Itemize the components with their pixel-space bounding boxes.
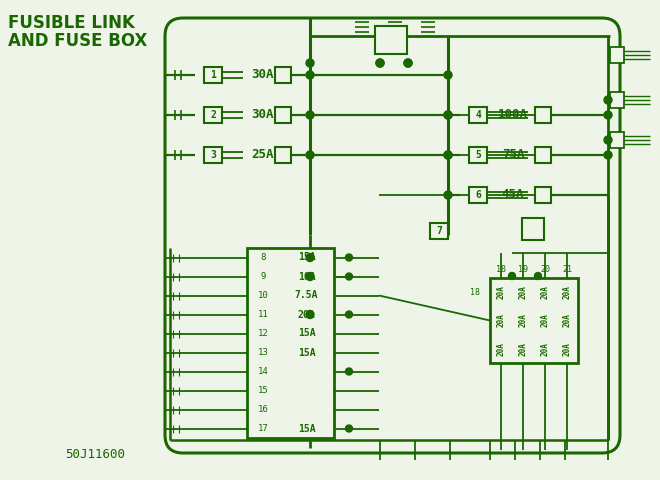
Text: 50J11600: 50J11600 bbox=[65, 448, 125, 461]
Text: 20: 20 bbox=[540, 265, 550, 275]
Bar bbox=[610, 92, 624, 108]
Text: 18: 18 bbox=[470, 288, 480, 297]
Bar bbox=[469, 107, 487, 123]
Circle shape bbox=[604, 96, 612, 104]
Text: 3: 3 bbox=[210, 150, 216, 160]
Text: 20A: 20A bbox=[562, 285, 572, 299]
Text: 20A: 20A bbox=[541, 342, 550, 356]
Bar bbox=[204, 67, 222, 83]
Circle shape bbox=[404, 59, 412, 67]
Circle shape bbox=[508, 273, 515, 279]
Bar bbox=[610, 132, 624, 148]
Text: 20A: 20A bbox=[496, 342, 506, 356]
Circle shape bbox=[306, 111, 314, 119]
Bar bbox=[247, 248, 334, 438]
Bar bbox=[275, 147, 291, 163]
Text: 20A: 20A bbox=[519, 313, 527, 327]
Circle shape bbox=[604, 151, 612, 159]
Text: 14: 14 bbox=[257, 367, 269, 376]
Circle shape bbox=[444, 111, 452, 119]
Text: 9: 9 bbox=[260, 272, 266, 281]
Text: 30A: 30A bbox=[251, 69, 275, 82]
Bar bbox=[275, 67, 291, 83]
Text: 20A: 20A bbox=[562, 313, 572, 327]
Text: 20A: 20A bbox=[519, 342, 527, 356]
Text: 20A: 20A bbox=[562, 342, 572, 356]
Bar bbox=[535, 107, 551, 123]
Text: 20A: 20A bbox=[298, 310, 315, 320]
Text: 13: 13 bbox=[257, 348, 269, 357]
Circle shape bbox=[376, 59, 384, 67]
Text: 7.5A: 7.5A bbox=[295, 290, 318, 300]
Circle shape bbox=[345, 254, 352, 261]
Text: 75A: 75A bbox=[502, 148, 524, 161]
Circle shape bbox=[306, 253, 314, 262]
Bar bbox=[522, 218, 544, 240]
Circle shape bbox=[444, 111, 452, 119]
Text: 15: 15 bbox=[257, 386, 269, 395]
Text: 15A: 15A bbox=[298, 328, 315, 338]
Circle shape bbox=[444, 151, 452, 159]
Text: 21: 21 bbox=[562, 265, 572, 275]
Text: 20A: 20A bbox=[496, 313, 506, 327]
Bar bbox=[535, 187, 551, 203]
Text: 18: 18 bbox=[496, 265, 506, 275]
Text: 20A: 20A bbox=[541, 285, 550, 299]
Text: 17: 17 bbox=[257, 424, 269, 433]
Text: 30A: 30A bbox=[251, 108, 275, 121]
Circle shape bbox=[444, 151, 452, 159]
Text: 5: 5 bbox=[475, 150, 481, 160]
Text: 19: 19 bbox=[518, 265, 528, 275]
Circle shape bbox=[604, 111, 612, 119]
Text: 25A: 25A bbox=[251, 148, 275, 161]
Circle shape bbox=[376, 59, 384, 67]
Text: 11: 11 bbox=[257, 310, 269, 319]
Text: 10: 10 bbox=[257, 291, 269, 300]
Text: 12: 12 bbox=[257, 329, 269, 338]
Circle shape bbox=[604, 136, 612, 144]
Bar bbox=[204, 107, 222, 123]
Text: 4: 4 bbox=[475, 110, 481, 120]
Bar bbox=[430, 223, 448, 239]
Bar bbox=[469, 187, 487, 203]
Circle shape bbox=[345, 425, 352, 432]
Text: 15A: 15A bbox=[298, 252, 315, 263]
Text: 2: 2 bbox=[210, 110, 216, 120]
Text: 8: 8 bbox=[260, 253, 266, 262]
Text: 16: 16 bbox=[257, 405, 269, 414]
Text: AND FUSE BOX: AND FUSE BOX bbox=[8, 32, 147, 50]
Text: 10A: 10A bbox=[298, 272, 315, 281]
Text: 20A: 20A bbox=[541, 313, 550, 327]
Text: 15A: 15A bbox=[298, 423, 315, 433]
Text: 6: 6 bbox=[475, 190, 481, 200]
Circle shape bbox=[444, 191, 452, 199]
Circle shape bbox=[306, 311, 314, 319]
Circle shape bbox=[306, 151, 314, 159]
Circle shape bbox=[535, 273, 541, 279]
Circle shape bbox=[345, 311, 352, 318]
FancyBboxPatch shape bbox=[165, 18, 620, 453]
Circle shape bbox=[306, 71, 314, 79]
Circle shape bbox=[345, 368, 352, 375]
Circle shape bbox=[444, 71, 452, 79]
Text: 7: 7 bbox=[436, 226, 442, 236]
Circle shape bbox=[306, 273, 314, 280]
Bar bbox=[469, 147, 487, 163]
Text: 20A: 20A bbox=[496, 285, 506, 299]
Text: 1: 1 bbox=[210, 70, 216, 80]
Text: 15A: 15A bbox=[298, 348, 315, 358]
Text: 100A: 100A bbox=[498, 108, 528, 121]
Circle shape bbox=[345, 273, 352, 280]
Circle shape bbox=[404, 59, 412, 67]
Text: FUSIBLE LINK: FUSIBLE LINK bbox=[8, 14, 135, 32]
Bar bbox=[535, 147, 551, 163]
Bar bbox=[375, 26, 407, 54]
Bar bbox=[610, 47, 624, 63]
Circle shape bbox=[306, 59, 314, 67]
Text: 45A: 45A bbox=[502, 189, 524, 202]
Bar bbox=[275, 107, 291, 123]
Bar bbox=[490, 278, 578, 363]
Bar bbox=[204, 147, 222, 163]
Text: 20A: 20A bbox=[519, 285, 527, 299]
